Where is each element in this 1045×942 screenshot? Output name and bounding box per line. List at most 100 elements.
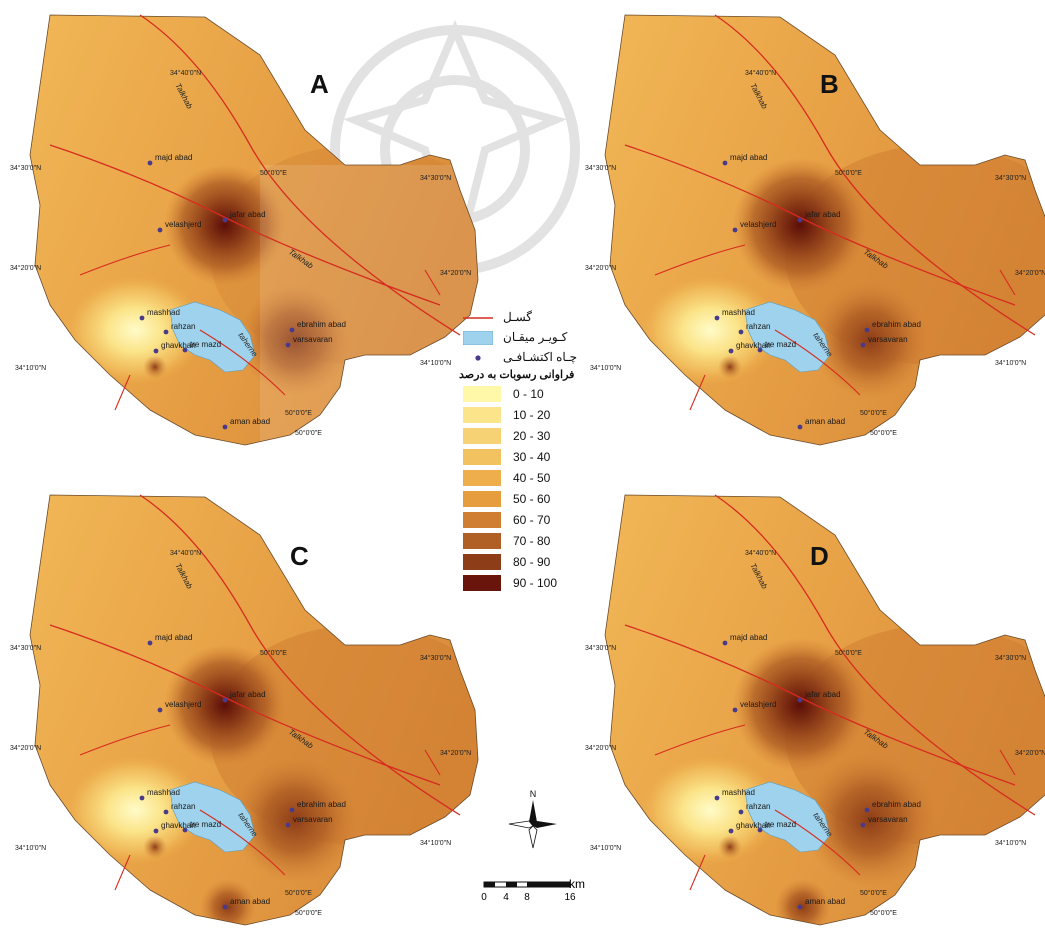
coordinate-label: 34°20'0"N bbox=[10, 264, 41, 272]
town-label-majd-abad: majd abad bbox=[155, 153, 192, 162]
well-marker bbox=[864, 807, 870, 813]
coordinate-label: 34°10'0"N bbox=[590, 364, 621, 372]
coordinate-label: 34°20'0"N bbox=[10, 744, 41, 752]
coordinate-label: 50°0'0"E bbox=[295, 909, 322, 917]
town-label-velashjerd: velashjerd bbox=[740, 700, 776, 709]
legend-class-swatch bbox=[463, 575, 501, 591]
town-label-velashjerd: velashjerd bbox=[740, 220, 776, 229]
coordinate-label: 50°0'0"E bbox=[835, 169, 862, 177]
well-marker bbox=[289, 807, 295, 813]
legend-well-label: چـاه اکتشـافـی bbox=[503, 350, 578, 364]
legend-class-label: 40 - 50 bbox=[513, 471, 551, 485]
town-label-ghavkhan: ghavkhan bbox=[161, 341, 196, 350]
town-label-majd-abad: majd abad bbox=[730, 153, 767, 162]
legend-class-row: 10 - 20 bbox=[455, 407, 630, 428]
town-label-mashhad: mashhad bbox=[147, 788, 180, 797]
coordinate-label: 34°30'0"N bbox=[420, 654, 451, 662]
fault-line bbox=[624, 624, 1016, 786]
well-marker bbox=[222, 697, 228, 703]
town-label-tre-mazd: tre mazd bbox=[190, 820, 221, 829]
hotspot-ebrahim-abad bbox=[232, 757, 358, 883]
town-label-majd-abad: majd abad bbox=[155, 633, 192, 642]
legend-class-swatch bbox=[463, 512, 501, 528]
town-label-rahzan: rahzan bbox=[171, 802, 195, 811]
town-label-tre-mazd: tre mazd bbox=[765, 340, 796, 349]
well-marker bbox=[139, 795, 145, 801]
legend-class-swatch bbox=[463, 449, 501, 465]
hotspot-ebrahim-abad bbox=[239, 284, 351, 396]
well-marker bbox=[222, 904, 228, 910]
well-marker bbox=[714, 315, 720, 321]
legend-class-label: 10 - 20 bbox=[513, 408, 551, 422]
panel-letter: A bbox=[310, 69, 329, 99]
hotspot-jafar-abad bbox=[164, 644, 286, 766]
well-marker bbox=[157, 707, 163, 713]
legend-class-swatch bbox=[463, 554, 501, 570]
well-marker bbox=[738, 329, 744, 335]
well-marker bbox=[797, 217, 803, 223]
scale-tick-8: 8 bbox=[524, 892, 530, 903]
coordinate-label: 34°10'0"N bbox=[995, 839, 1026, 847]
coordinate-label: 34°10'0"N bbox=[420, 839, 451, 847]
coordinate-label: 34°40'0"N bbox=[170, 549, 201, 557]
coordinate-label: 34°10'0"N bbox=[995, 359, 1026, 367]
well-marker bbox=[797, 697, 803, 703]
well-marker bbox=[147, 640, 153, 646]
hotspot-jafar-abad bbox=[732, 637, 868, 773]
scale-bar: 0 4 8 16 km bbox=[481, 877, 585, 903]
legend-well: چـاه اکتشـافـی bbox=[455, 348, 630, 368]
legend-class-label: 80 - 90 bbox=[513, 555, 551, 569]
town-label-tre-mazd: tre mazd bbox=[190, 340, 221, 349]
coordinate-label: 34°40'0"N bbox=[170, 69, 201, 77]
fault-line-icon bbox=[463, 317, 493, 319]
fault-talkhab-north bbox=[139, 14, 461, 336]
fault-talkhab-north bbox=[714, 14, 1036, 336]
low-zone-mashhad bbox=[65, 275, 205, 385]
well-marker bbox=[285, 822, 291, 828]
scale-tick-0: 0 bbox=[481, 892, 487, 903]
coordinate-label: 50°0'0"E bbox=[860, 409, 887, 417]
town-label-ghavkhan: ghavkhan bbox=[161, 821, 196, 830]
well-marker bbox=[139, 315, 145, 321]
coordinate-label: 34°30'0"N bbox=[10, 644, 41, 652]
well-marker bbox=[182, 827, 188, 833]
well-marker bbox=[147, 160, 153, 166]
well-marker bbox=[728, 348, 734, 354]
fault-talkhab-north bbox=[714, 494, 1036, 816]
coordinate-label: 50°0'0"E bbox=[285, 409, 312, 417]
town-label-ghavkhan: ghavkhan bbox=[736, 341, 771, 350]
hotspot-ebrahim-abad bbox=[811, 281, 929, 399]
panel-letter: B bbox=[820, 69, 839, 99]
legend-class-label: 0 - 10 bbox=[513, 387, 544, 401]
town-label-velashjerd: velashjerd bbox=[165, 700, 201, 709]
coordinate-label: 34°40'0"N bbox=[745, 69, 776, 77]
coordinate-label: 34°30'0"N bbox=[995, 654, 1026, 662]
coordinate-label: 34°20'0"N bbox=[440, 749, 471, 757]
fault-line bbox=[49, 144, 441, 306]
coordinate-label: 50°0'0"E bbox=[260, 169, 287, 177]
legend-class-row: 40 - 50 bbox=[455, 470, 630, 491]
legend-class-row: 20 - 30 bbox=[455, 428, 630, 449]
legend-class-label: 60 - 70 bbox=[513, 513, 551, 527]
coordinate-label: 34°20'0"N bbox=[1015, 269, 1045, 277]
coordinate-label: 50°0'0"E bbox=[870, 429, 897, 437]
legend-class-swatch bbox=[463, 491, 501, 507]
legend-class-row: 60 - 70 bbox=[455, 512, 630, 533]
town-label-varsavaran: varsavaran bbox=[868, 815, 908, 824]
well-marker bbox=[153, 828, 159, 834]
well-marker bbox=[728, 828, 734, 834]
scale-tick-16: 16 bbox=[564, 892, 576, 903]
north-label: N bbox=[530, 789, 537, 799]
coordinate-label: 34°30'0"N bbox=[420, 174, 451, 182]
town-label-varsavaran: varsavaran bbox=[293, 335, 333, 344]
town-label-mashhad: mashhad bbox=[722, 308, 755, 317]
town-label-ebrahim-abad: ebrahim abad bbox=[297, 800, 346, 809]
scale-tick-4: 4 bbox=[503, 892, 509, 903]
coordinate-label: 34°40'0"N bbox=[745, 549, 776, 557]
legend-classes: 0 - 10 10 - 20 20 - 30 30 - 40 40 - 50 50 - 6… bbox=[455, 386, 630, 596]
well-marker bbox=[153, 348, 159, 354]
well-marker bbox=[222, 217, 228, 223]
legend-fault-label: گسـل bbox=[503, 310, 533, 324]
town-label-rahzan: rahzan bbox=[746, 322, 770, 331]
